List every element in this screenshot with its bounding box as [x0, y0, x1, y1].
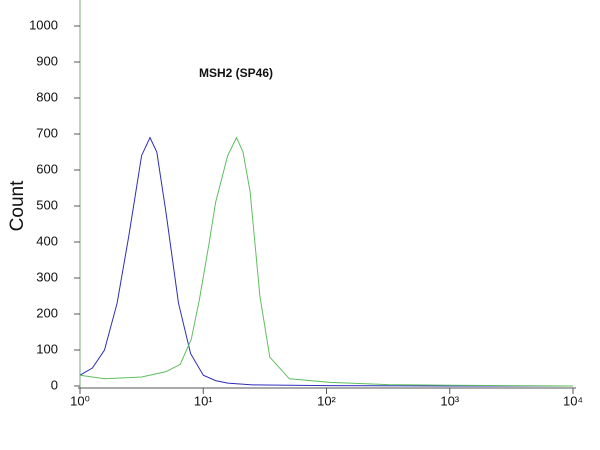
y-tick-label: 800 — [36, 89, 58, 104]
x-tick-label: 10⁰ — [70, 393, 90, 408]
y-tick-label: 0 — [51, 377, 58, 392]
y-tick-label: 1000 — [29, 17, 58, 32]
x-tick-label: 10² — [317, 393, 336, 408]
x-tick-label: 10³ — [440, 393, 459, 408]
y-tick-label: 500 — [36, 197, 58, 212]
y-tick-label: 200 — [36, 305, 58, 320]
y-tick-label: 600 — [36, 161, 58, 176]
y-tick-label: 100 — [36, 341, 58, 356]
annotation: MSH2 (SP46) — [199, 66, 273, 80]
y-tick-label: 900 — [36, 53, 58, 68]
series-line — [79, 136, 574, 387]
y-tick-label: 700 — [36, 125, 58, 140]
y-axis-label: Count — [7, 180, 28, 231]
series-line — [79, 136, 573, 387]
y-tick-label: 300 — [36, 269, 58, 284]
x-tick-label: 10¹ — [194, 393, 213, 408]
y-tick-label: 400 — [36, 233, 58, 248]
x-tick-label: 10⁴ — [563, 393, 583, 408]
